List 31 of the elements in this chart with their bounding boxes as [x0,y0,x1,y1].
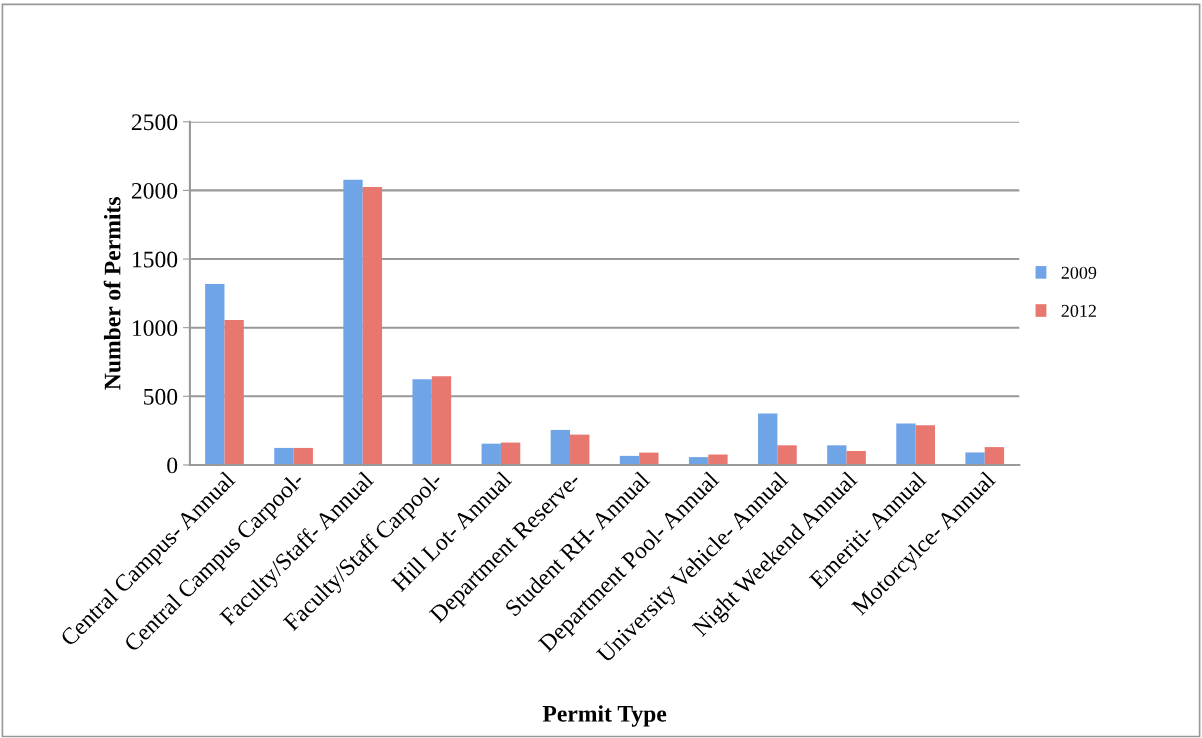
y-tick-label: 1000 [132,320,178,337]
y-tick-label: 500 [144,388,178,405]
legend-label: 2012 [1061,304,1096,317]
bar [639,452,659,465]
y-tick-label: 0 [167,457,178,474]
bar [777,445,797,465]
bar [500,442,521,465]
bar [827,445,847,465]
bar [570,434,590,465]
bar [915,425,935,465]
bar [362,187,383,465]
y-tick-label: 1500 [132,251,178,268]
bar [846,450,866,465]
bar [896,423,916,465]
bar [343,179,363,465]
bar [205,284,225,465]
bar [965,452,985,465]
bar [412,379,432,465]
bar [224,319,244,465]
y-tick-label: 2500 [131,114,178,131]
bar [984,447,1005,465]
legend-label: 2009 [1061,266,1097,279]
bar [550,429,571,465]
bar [431,376,452,465]
x-axis-title: Permit Type [542,705,667,727]
bar [274,447,294,465]
bar [758,413,778,465]
y-tick-label: 2000 [131,182,178,199]
bar [293,447,313,465]
bar [481,443,501,465]
y-axis-title: Number of Permits [103,197,121,390]
